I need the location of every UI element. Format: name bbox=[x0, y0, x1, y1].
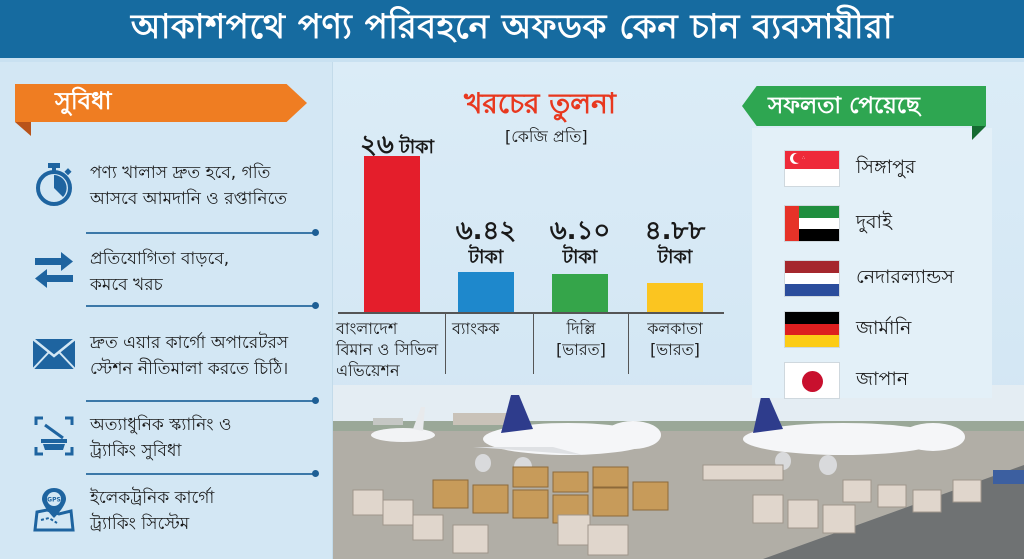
germany-flag-icon bbox=[784, 311, 840, 348]
bar-value-unit: টাকা bbox=[562, 246, 598, 268]
benefit-text-line: আসবে আমদানি ও রপ্তানিতে bbox=[90, 189, 288, 209]
benefit-text-line: ইলেকট্রনিক কার্গো bbox=[90, 488, 215, 508]
bar-value-unit: টাকা bbox=[399, 136, 435, 158]
bar-bangladesh bbox=[364, 156, 420, 312]
bar-value-number: ৬.১০ bbox=[549, 216, 611, 246]
benefit-item: দ্রুত এয়ার কার্গো অপারেটরস স্টেশন নীতিম… bbox=[30, 330, 330, 382]
bar-kolkata bbox=[647, 283, 703, 312]
benefits-heading-ribbon: সুবিধা bbox=[15, 84, 307, 122]
benefit-text-line: প্রতিযোগিতা বাড়বে, bbox=[90, 249, 230, 269]
benefits-heading: সুবিধা bbox=[55, 87, 112, 115]
category-label-line: বিমান ও সিভিল bbox=[336, 340, 439, 359]
category-label-line: [ভারত] bbox=[556, 340, 606, 359]
country-item: দুবাই bbox=[784, 205, 892, 242]
axis-separator bbox=[533, 312, 534, 374]
divider bbox=[86, 397, 319, 404]
divider bbox=[86, 302, 319, 309]
bar-value-label: ২৬ টাকা bbox=[360, 124, 450, 168]
benefit-item: GPS ইলেকট্রনিক কার্গো ট্র্যাকিং সিস্টেম bbox=[30, 485, 330, 537]
success-heading-ribbon: সফলতা পেয়েছে bbox=[742, 86, 986, 126]
bar-value-unit: টাকা bbox=[468, 246, 504, 268]
bar-delhi bbox=[552, 274, 608, 312]
bar-value-label: ৬.১০ টাকা bbox=[542, 216, 618, 268]
country-item: জাপান bbox=[784, 362, 908, 399]
axis-separator bbox=[445, 312, 446, 374]
category-label-line: দিল্লি bbox=[566, 319, 596, 338]
category-label: কলকাতা [ভারত] bbox=[632, 318, 718, 360]
success-heading: সফলতা পেয়েছে bbox=[768, 92, 920, 119]
category-label-line: বাংলাদেশ bbox=[336, 319, 398, 338]
bar-value-label: ৪.৮৮ টাকা bbox=[637, 216, 713, 268]
category-label: ব্যাংকক bbox=[452, 318, 528, 339]
stopwatch-icon bbox=[30, 160, 78, 208]
category-label-line: [ভারত] bbox=[650, 340, 700, 359]
country-item: জার্মানি bbox=[784, 311, 911, 348]
benefit-text-line: ট্র্যাকিং সিস্টেম bbox=[90, 514, 190, 534]
bar-value-number: ৬.৪২ bbox=[455, 216, 517, 246]
bar-value-unit: টাকা bbox=[657, 246, 693, 268]
benefit-text-line: অত্যাধুনিক স্ক্যানিং ও bbox=[90, 415, 232, 435]
country-name: সিঙ্গাপুর bbox=[856, 155, 916, 178]
chart-subtitle: [কেজি প্রতি] bbox=[505, 127, 588, 146]
country-name: জাপান bbox=[856, 367, 909, 390]
divider bbox=[86, 470, 319, 477]
category-label-line: কলকাতা bbox=[647, 319, 703, 338]
axis-separator bbox=[628, 312, 629, 374]
category-label-line: এভিয়েশন bbox=[336, 361, 400, 380]
country-name: দুবাই bbox=[856, 210, 892, 233]
country-item: নেদারল্যান্ডস bbox=[784, 260, 954, 297]
scanner-icon bbox=[30, 412, 78, 460]
gps-map-icon: GPS bbox=[30, 485, 78, 533]
uae-flag-icon bbox=[784, 205, 840, 242]
divider bbox=[86, 229, 319, 236]
bar-bangkok bbox=[458, 272, 514, 312]
singapore-flag-icon: ∴ bbox=[784, 150, 840, 187]
airport-cargo-apron-photo bbox=[333, 385, 1024, 559]
page-title-text: আকাশপথে পণ্য পরিবহনে অফডক কেন চান ব্যবসা… bbox=[130, 6, 894, 47]
bar-value-number: ২৬ bbox=[360, 130, 394, 160]
country-name: জার্মানি bbox=[856, 316, 912, 339]
country-name: নেদারল্যান্ডস bbox=[856, 265, 954, 288]
benefit-text-line: পণ্য খালাস দ্রুত হবে, গতি bbox=[90, 163, 271, 183]
benefit-text-line: ট্র্যাকিং সুবিধা bbox=[90, 441, 182, 461]
exchange-arrows-icon bbox=[30, 246, 78, 294]
bar-value-label: ৬.৪২ টাকা bbox=[448, 216, 524, 268]
category-label: বাংলাদেশ বিমান ও সিভিল এভিয়েশন bbox=[336, 318, 444, 381]
benefit-text-line: কমবে খরচ bbox=[90, 275, 163, 295]
bar-value-number: ৪.৮৮ bbox=[644, 216, 706, 246]
benefit-text-line: দ্রুত এয়ার কার্গো অপারেটরস bbox=[90, 333, 289, 353]
x-axis bbox=[338, 312, 724, 314]
benefit-item: প্রতিযোগিতা বাড়বে, কমবে খরচ bbox=[30, 246, 330, 298]
japan-flag-icon bbox=[784, 362, 840, 399]
category-label: দিল্লি [ভারত] bbox=[538, 318, 624, 360]
benefits-panel bbox=[0, 62, 333, 559]
chart-title: খরচের তুলনা bbox=[464, 87, 617, 120]
category-label-line: ব্যাংকক bbox=[452, 319, 500, 338]
header-divider bbox=[0, 58, 1024, 62]
benefit-text-line: স্টেশন নীতিমালা করতে চিঠি। bbox=[90, 359, 289, 379]
netherlands-flag-icon bbox=[784, 260, 840, 297]
country-item: ∴ সিঙ্গাপুর bbox=[784, 150, 915, 187]
benefit-item: পণ্য খালাস দ্রুত হবে, গতি আসবে আমদানি ও … bbox=[30, 160, 330, 212]
svg-text:GPS: GPS bbox=[47, 497, 61, 504]
envelope-icon bbox=[30, 330, 78, 378]
benefit-item: অত্যাধুনিক স্ক্যানিং ও ট্র্যাকিং সুবিধা bbox=[30, 412, 330, 464]
page-title: আকাশপথে পণ্য পরিবহনে অফডক কেন চান ব্যবসা… bbox=[0, 0, 1024, 58]
